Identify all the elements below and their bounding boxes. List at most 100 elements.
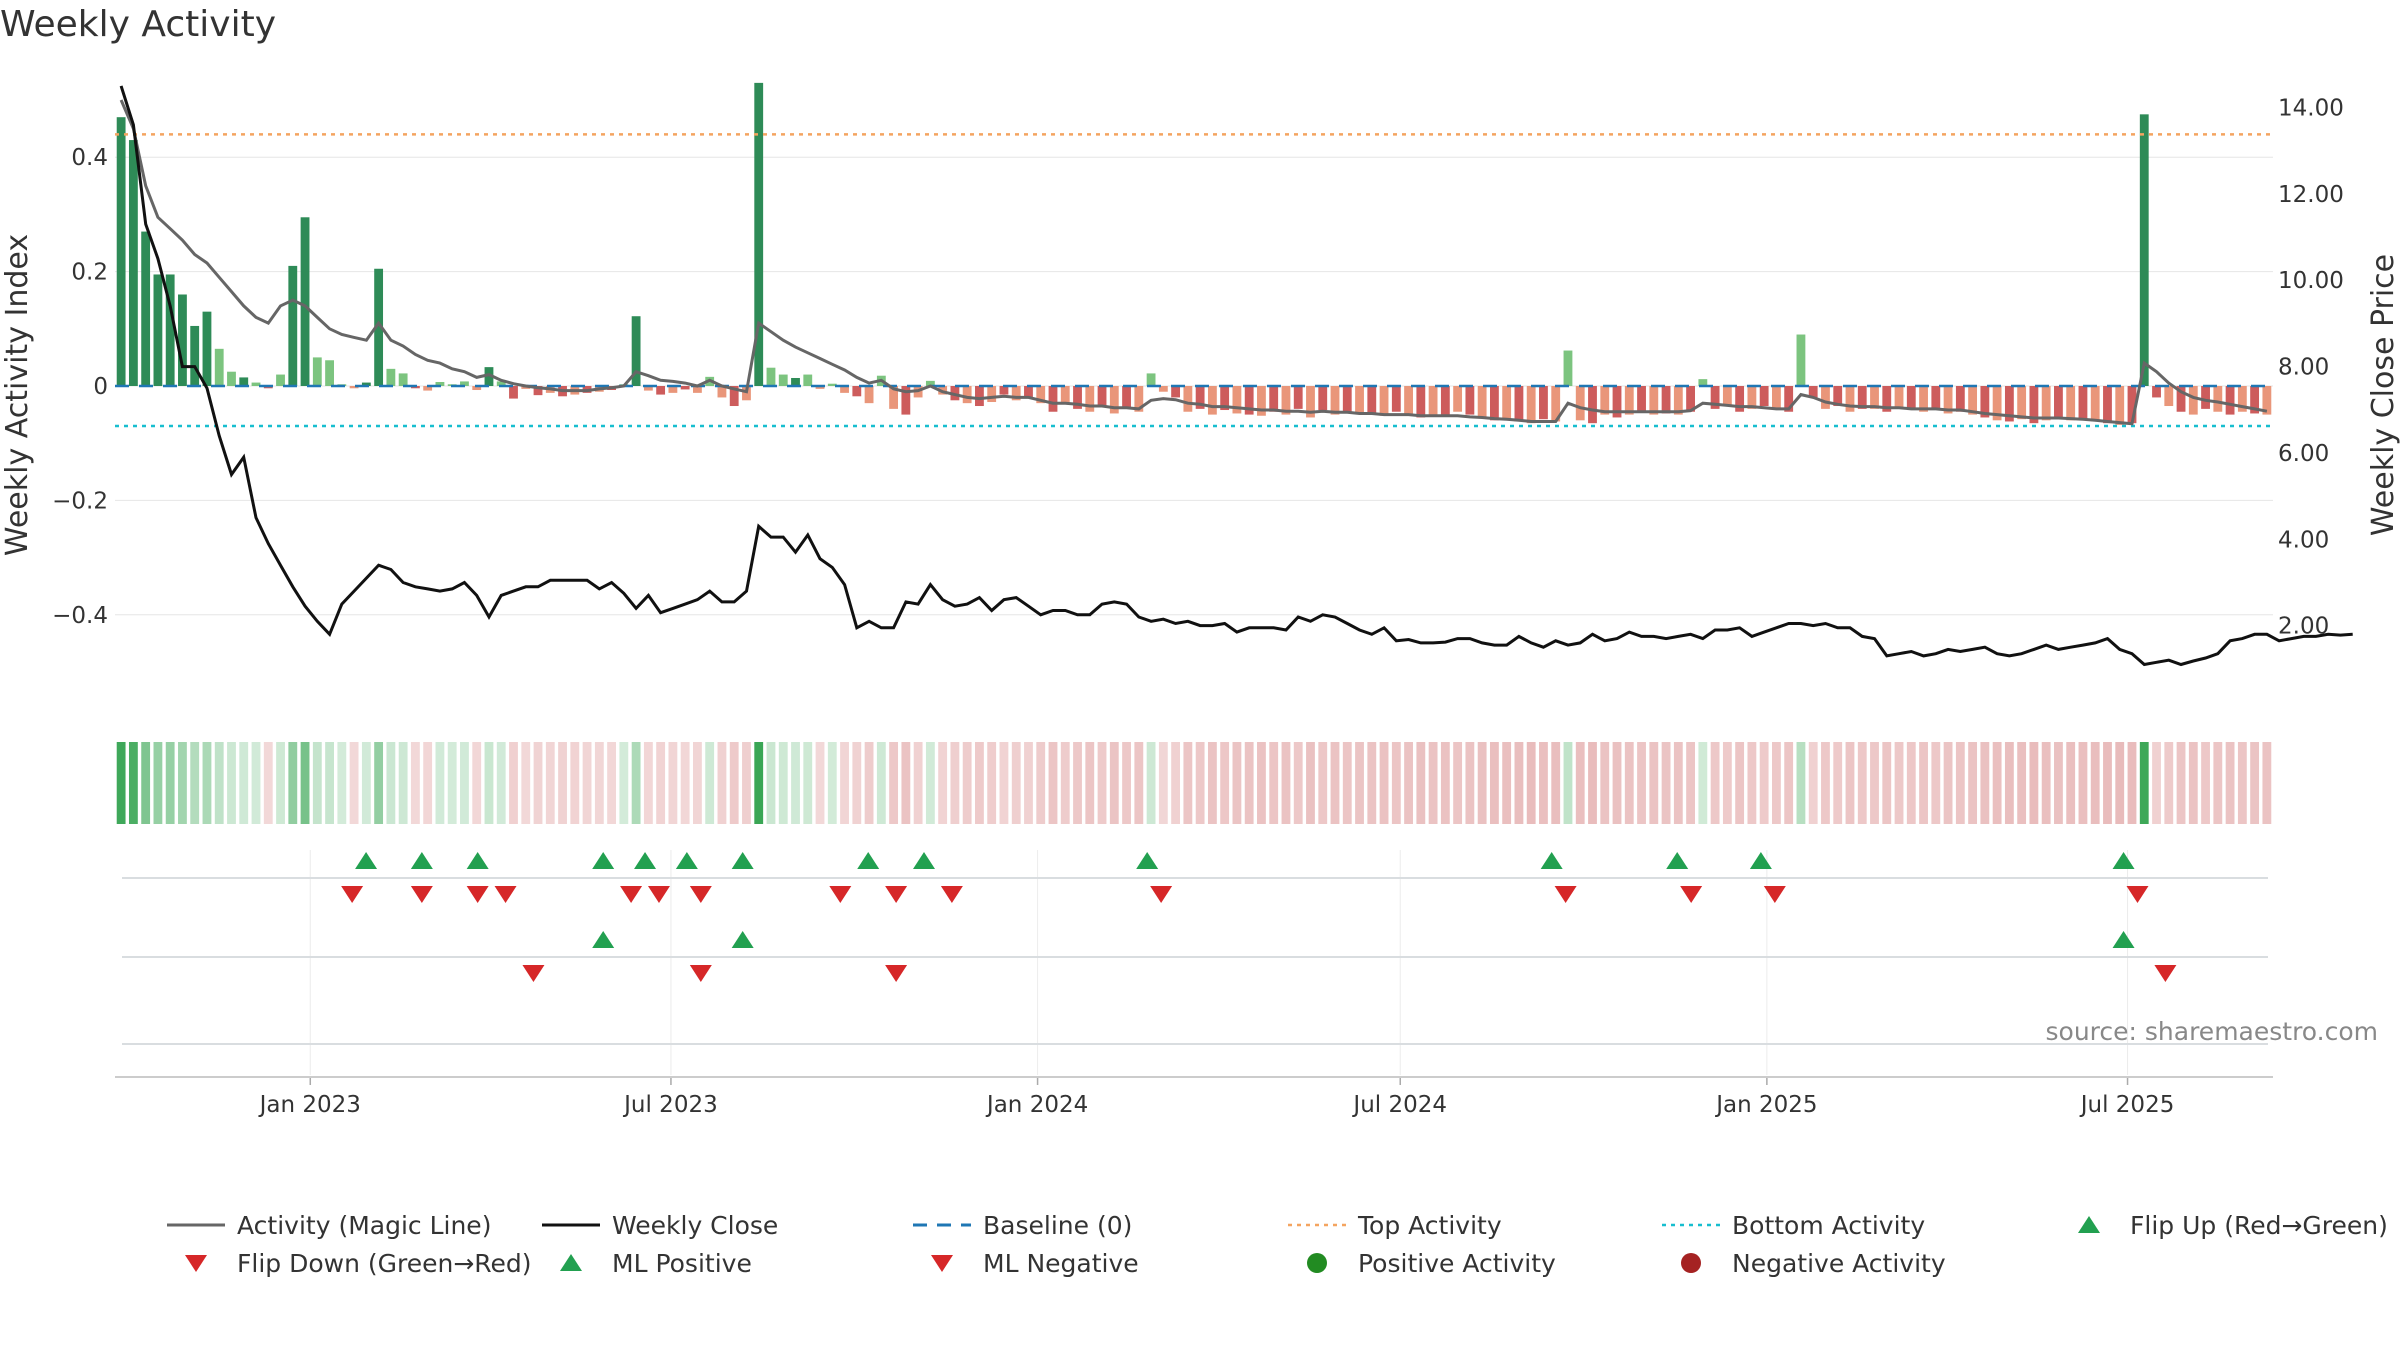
legend-label: Activity (Magic Line) (237, 1211, 491, 1240)
heat-cell (815, 742, 825, 824)
heat-cell (1539, 742, 1548, 824)
heat-cell (423, 742, 433, 824)
flip-up-marker (592, 931, 615, 948)
activity-bar (1514, 386, 1524, 422)
heat-cell (2103, 742, 2112, 824)
activity-bar (2054, 386, 2063, 418)
activity-bar (1943, 386, 1953, 414)
activity-bar (975, 386, 984, 407)
heat-cell (1955, 742, 1965, 824)
flip-up-marker (592, 852, 615, 869)
heat-cell (876, 742, 886, 824)
activity-bar (1588, 386, 1597, 424)
heat-cell (1992, 742, 2002, 824)
heat-cell (791, 742, 800, 824)
triangle-up-green-icon (560, 1254, 582, 1271)
activity-bar (2078, 386, 2088, 420)
heat-cell (1220, 742, 1230, 824)
heat-cell (1122, 742, 1131, 824)
heat-cell (1207, 742, 1217, 824)
activity-bar (190, 325, 200, 386)
flip-up-marker (410, 852, 433, 869)
activity-bar (1171, 386, 1181, 398)
legend-item: ML Negative (931, 1249, 1139, 1278)
activity-bar (1857, 386, 1867, 409)
heat-cell (288, 742, 298, 824)
heat-cell (631, 742, 641, 824)
activity-bar (288, 265, 298, 386)
legend-item: Bottom Activity (1662, 1211, 1925, 1240)
flip-up-marker (2112, 852, 2135, 869)
heat-cell (1857, 742, 1867, 824)
activity-bar (1207, 386, 1217, 415)
heat-cell (1526, 742, 1536, 824)
heat-cell (1085, 742, 1095, 824)
activity-bar (227, 371, 236, 386)
activity-bar (1379, 386, 1389, 416)
activity-bar (435, 381, 445, 386)
flip-down-marker (1680, 886, 1703, 903)
activity-bar (116, 117, 126, 386)
flip-down-marker (620, 886, 643, 903)
heat-cell (1232, 742, 1242, 824)
activity-bar (778, 374, 788, 386)
activity-bar (2237, 386, 2247, 412)
heat-cell (435, 742, 445, 824)
heat-cell (778, 742, 788, 824)
heat-cell (889, 742, 899, 824)
activity-bar (349, 386, 359, 389)
activity-bar (2103, 386, 2112, 424)
legend-item: Positive Activity (1307, 1249, 1556, 1278)
circle-red-icon (1681, 1253, 1701, 1273)
flip-up-marker (731, 852, 754, 869)
y-left-axis-title: Weekly Activity Index (0, 234, 35, 556)
activity-bar (2115, 386, 2125, 425)
activity-bar (1391, 386, 1401, 412)
heat-cell (1489, 742, 1499, 824)
heat-cell (803, 742, 813, 824)
activity-bar (1992, 386, 2002, 421)
heat-cell (680, 742, 690, 824)
x-tick-label: Jan 2023 (258, 1092, 361, 1118)
activity-bar (300, 217, 310, 386)
heat-cell (668, 742, 678, 824)
activity-bar (1894, 386, 1904, 409)
activity-bar (1146, 373, 1156, 386)
activity-bar (889, 386, 899, 409)
activity-bar (1489, 386, 1499, 421)
heat-cell (2237, 742, 2247, 824)
activity-bar (374, 268, 384, 386)
heat-cell (545, 742, 555, 824)
activity-bar (2090, 386, 2100, 422)
activity-bar (1698, 379, 1708, 386)
heat-cell (1612, 742, 1622, 824)
lines-layer (115, 85, 2353, 667)
heat-cell (349, 742, 359, 824)
heat-cell (1011, 742, 1021, 824)
activity-bar (1980, 386, 1990, 418)
heat-cell (2066, 742, 2076, 824)
activity-bar (1845, 386, 1855, 412)
y-left-tick-label: 0.2 (71, 260, 108, 286)
heat-cell (2139, 742, 2149, 824)
triangle-down-red-icon (931, 1255, 953, 1272)
activity-bar (1318, 386, 1328, 411)
heat-cell (312, 742, 322, 824)
activity-bar (165, 274, 175, 386)
activity-bar (1882, 386, 1892, 412)
heat-cell (2029, 742, 2039, 824)
activity-bar (2250, 386, 2260, 414)
heat-cell (594, 742, 604, 824)
heat-cell (1367, 742, 1377, 824)
heat-cell (141, 742, 151, 824)
activity-bar (1821, 386, 1830, 409)
heat-cell (693, 742, 702, 824)
legend-item: Flip Up (Red→Green) (2078, 1211, 2388, 1240)
flip-down-marker (885, 886, 908, 903)
heat-cell (1870, 742, 1879, 824)
heat-cell (496, 742, 506, 824)
x-tick-label: Jan 2024 (985, 1092, 1088, 1118)
activity-bars (116, 82, 2272, 425)
heat-cell (263, 742, 273, 824)
heat-cell (2262, 742, 2272, 824)
